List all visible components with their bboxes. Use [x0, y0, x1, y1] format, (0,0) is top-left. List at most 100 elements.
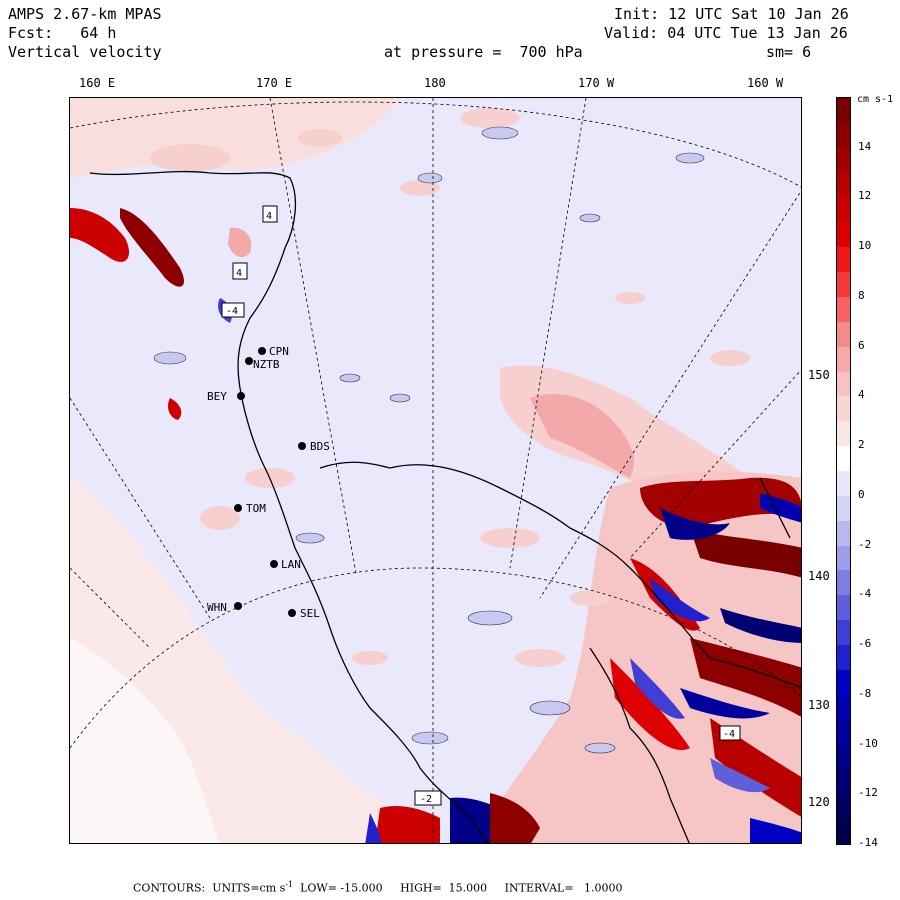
station-tom: TOM	[234, 502, 266, 515]
footer-low: LOW= -15.000	[300, 881, 383, 895]
colorbar-units-text: cm s-1	[857, 94, 894, 105]
colorbar-segment	[837, 620, 850, 646]
lon-label-160e: 160 E	[79, 76, 116, 90]
smoothing: sm= 6	[766, 43, 812, 61]
colorbar-segment	[837, 421, 850, 447]
lon-label-170w: 170 W	[578, 76, 615, 90]
max-marker-1: 4	[266, 211, 272, 222]
vertical-velocity-map: CPN NZTB BEY BDS TOM LAN	[70, 98, 801, 843]
colorbar-segment	[837, 595, 850, 621]
lat-label-130w: 130 W	[808, 698, 845, 712]
valid-time: Valid: 04 UTC Tue 13 Jan 26	[604, 24, 848, 42]
weak-updraft-patches	[150, 108, 750, 667]
station-markers: CPN NZTB BEY BDS TOM LAN	[207, 345, 330, 620]
colorbar-tick-label: -2	[858, 537, 872, 551]
field-name: Vertical velocity	[8, 43, 162, 61]
init-time: Init: 12 UTC Sat 10 Jan 26	[614, 5, 849, 23]
lat-label-140w: 140 W	[808, 569, 845, 583]
map-panel: CPN NZTB BEY BDS TOM LAN	[69, 97, 802, 844]
colorbar-segment	[837, 545, 850, 571]
station-whn: WHN	[207, 601, 242, 614]
weak-downdraft-patches	[153, 126, 705, 754]
colorbar-segment	[837, 321, 850, 348]
colorbar-tick-label: -14	[858, 836, 878, 849]
colorbar-segment	[837, 645, 850, 671]
colorbar-tick-label: 10	[858, 239, 872, 253]
station-bey: BEY	[207, 390, 245, 403]
colorbar-segment	[837, 520, 850, 547]
colorbar-segment	[837, 222, 850, 248]
lat-label-120w: 120 W	[808, 795, 845, 809]
footer-interval: INTERVAL= 1.0000	[504, 881, 623, 895]
colorbar-segment	[837, 694, 850, 721]
min-marker-left: -4	[226, 306, 238, 317]
lon-label-180: 180	[424, 76, 446, 90]
footer-units-sup: -1	[285, 880, 294, 889]
station-label-sel: SEL	[300, 607, 320, 620]
colorbar-tick-label: -6	[858, 637, 872, 651]
strong-downdraft-cells	[630, 493, 801, 843]
colorbar-segment	[837, 669, 850, 696]
colorbar-tick-label: 0	[858, 487, 865, 501]
colorbar-tick-label: 4	[858, 388, 865, 402]
station-label-whn: WHN	[207, 601, 227, 614]
colorbar	[836, 97, 851, 845]
colorbar-tick-label: -10	[858, 736, 878, 750]
colorbar-segment	[837, 197, 850, 223]
colorbar-segment	[837, 296, 850, 323]
colorbar-tick-label: -8	[858, 686, 872, 700]
footer-high: HIGH= 15.000	[400, 881, 488, 895]
coastline	[89, 170, 801, 843]
colorbar-segment	[837, 794, 850, 820]
colorbar-segment	[837, 272, 850, 298]
colorbar-segment	[837, 769, 850, 795]
colorbar-segment	[837, 396, 850, 422]
model-title: AMPS 2.67-km MPAS	[8, 5, 162, 23]
colorbar-segment	[837, 819, 850, 845]
station-bds: BDS	[298, 440, 330, 453]
station-label-nztb: NZTB	[253, 358, 280, 371]
max-marker-2: 4	[236, 268, 242, 279]
station-nztb: NZTB	[245, 357, 280, 371]
station-label-bds: BDS	[310, 440, 330, 453]
footer-units: UNITS=cm s	[212, 881, 286, 895]
colorbar-segment	[837, 172, 850, 198]
station-label-lan: LAN	[281, 558, 301, 571]
colorbar-segment	[837, 346, 850, 373]
min-marker-right: -4	[723, 729, 735, 740]
min-marker-bottom: -2	[420, 794, 432, 805]
colorbar-segment	[837, 570, 850, 596]
colorbar-segment	[837, 147, 850, 174]
station-label-bey: BEY	[207, 390, 227, 403]
colorbar-segment	[837, 495, 850, 522]
forecast-hour: Fcst: 64 h	[8, 24, 117, 42]
colorbar-tick-label: 14	[858, 139, 872, 153]
colorbar-tick-label: 6	[858, 338, 865, 352]
station-label-cpn: CPN	[269, 345, 289, 358]
colorbar-tick-label: -12	[858, 786, 878, 800]
colorbar-tick-label: 8	[858, 288, 865, 302]
extreme-value-markers: 4 4 -2 -4 -4	[221, 205, 741, 806]
pressure-level: at pressure = 700 hPa	[384, 43, 583, 61]
footer-contours-label: CONTOURS:	[133, 881, 206, 895]
colorbar-segment	[837, 471, 850, 497]
contours-footer: CONTOURS: UNITS=cm s-1 LOW= -15.000 HIGH…	[133, 880, 623, 895]
station-cpn: CPN	[258, 345, 289, 358]
colorbar-tick-label: 12	[858, 189, 872, 203]
lon-label-170e: 170 E	[256, 76, 293, 90]
colorbar-tick-label: -4	[858, 587, 872, 601]
graticule	[70, 98, 801, 843]
colorbar-segment	[837, 247, 850, 273]
colorbar-units: -1 cm s-1	[857, 94, 893, 105]
lon-label-160w: 160 W	[747, 76, 784, 90]
colorbar-segment	[837, 371, 850, 397]
colorbar-segment	[837, 446, 850, 472]
lat-label-150w: 150 W	[808, 368, 845, 382]
colorbar-tick-label: 2	[858, 438, 865, 452]
station-sel: SEL	[288, 607, 320, 620]
colorbar-segment	[837, 98, 850, 124]
station-lan: LAN	[270, 558, 301, 571]
colorbar-segment	[837, 744, 850, 770]
colorbar-segment	[837, 122, 850, 149]
colorbar-segment	[837, 719, 850, 746]
